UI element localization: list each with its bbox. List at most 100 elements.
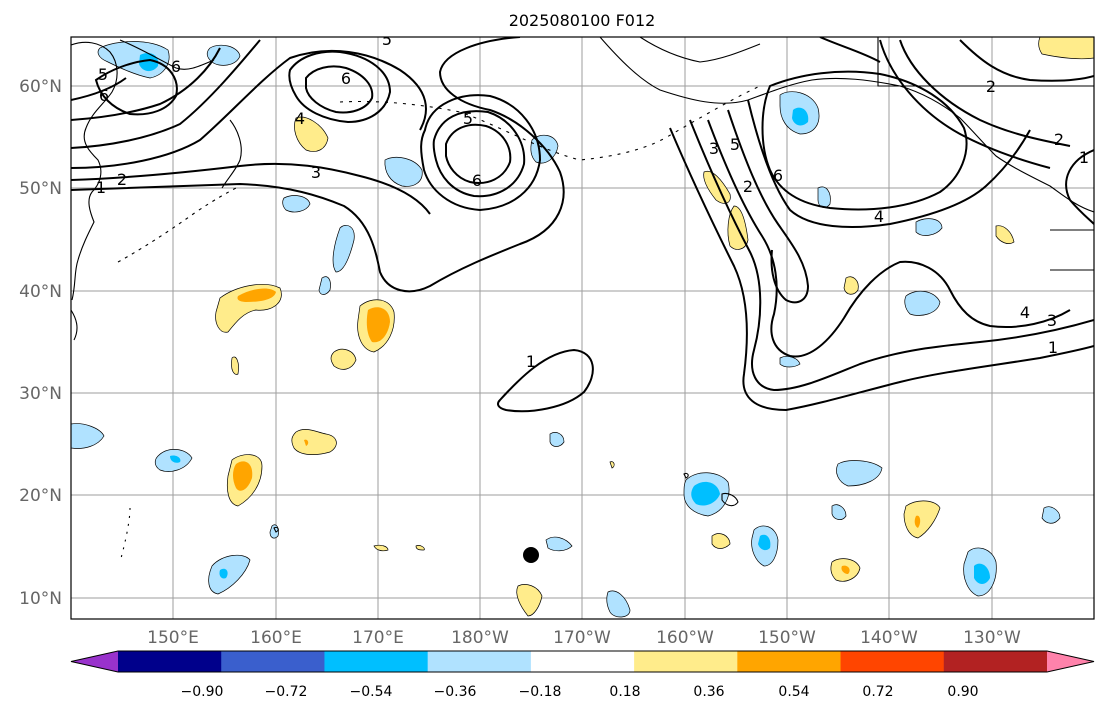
lat-tick-label: 40°N	[19, 282, 62, 302]
positive-anomaly-patch	[415, 545, 425, 551]
lon-tick-label: 140°W	[860, 628, 918, 648]
colorbar-segment	[118, 651, 222, 672]
lon-tick-label: 150°E	[147, 628, 199, 648]
negative-anomaly-patch	[606, 590, 631, 618]
contour-label: 3	[709, 139, 719, 158]
positive-anomaly-patch	[294, 116, 329, 152]
longitude-axis: 150°E 160°E 170°E 180°W 170°W 160°W 150°…	[147, 628, 1021, 648]
lon-tick-label: 150°W	[758, 628, 816, 648]
negative-anomaly-core	[139, 53, 159, 72]
negative-anomaly-patch	[1041, 506, 1061, 524]
contour-label: 2	[117, 170, 127, 189]
positive-anomaly-core	[237, 288, 276, 302]
contour-label: 5	[98, 65, 108, 84]
contour-label: 1	[526, 352, 536, 371]
lon-tick-label: 170°E	[352, 628, 404, 648]
positive-anomaly-core	[233, 461, 253, 491]
colorbar-tick-label: −0.54	[350, 684, 393, 700]
positive-anomaly-patch	[373, 544, 389, 552]
positive-anomaly-core	[366, 307, 390, 343]
negative-anomaly-patch	[915, 218, 943, 236]
map-content: 5 6 1 2 6 4 5 6 3 5 6 3 1 6 5 3 2 6 4 2 …	[71, 30, 1094, 619]
positive-anomaly-core	[841, 565, 850, 574]
colorbar-segment	[840, 651, 945, 672]
coastlines	[71, 37, 1094, 563]
negative-anomaly-core	[974, 563, 990, 584]
negative-anomaly-core	[792, 107, 809, 126]
contour-label: 3	[1047, 311, 1057, 330]
negative-anomaly-patch	[206, 44, 241, 66]
contour-label: 5	[463, 109, 473, 128]
colorbar-tick-label: −0.72	[265, 684, 308, 700]
contour-label: 5	[730, 135, 740, 154]
negative-anomaly-patch	[208, 554, 251, 595]
colorbar-segment	[427, 651, 532, 672]
colorbar-tick-label: −0.18	[519, 684, 562, 700]
contour-label: 2	[743, 177, 753, 196]
colorbar-segment	[634, 651, 738, 672]
contour-label: 6	[99, 86, 109, 105]
contour-label: 5	[382, 30, 392, 49]
negative-anomaly-patch	[384, 156, 423, 187]
negative-anomaly-patch	[71, 423, 105, 449]
contour-lines	[71, 37, 1094, 413]
colorbar-tick-label: 0.90	[947, 684, 978, 700]
negative-anomaly-patch	[318, 276, 331, 295]
negative-anomaly-patch	[779, 356, 801, 368]
colorbar-segment	[530, 651, 635, 672]
negative-anomaly-patch	[269, 524, 279, 539]
colorbar-segment	[737, 651, 842, 672]
lon-tick-label: 160°E	[250, 628, 302, 648]
map-title: 2025080100 F012	[509, 11, 656, 30]
colorbar-segment	[221, 651, 325, 672]
positive-anomaly-patch	[231, 356, 239, 375]
negative-anomaly-core	[170, 455, 181, 463]
positive-anomaly-patch	[711, 533, 731, 549]
colorbar-extend-high	[1047, 651, 1094, 672]
colorbar-tick-label: 0.36	[693, 684, 724, 700]
positive-anomaly-patch	[995, 225, 1015, 244]
negative-anomaly-patch	[545, 536, 573, 552]
contour-label: 2	[986, 77, 996, 96]
negative-anomaly-patch	[282, 195, 311, 213]
positive-anomaly-core	[304, 439, 309, 446]
positive-anomaly-patch	[516, 584, 543, 617]
lat-tick-label: 30°N	[19, 384, 62, 404]
colorbar-outline	[70, 650, 1095, 673]
colorbar-segment	[943, 651, 1048, 672]
positive-anomaly-patch	[291, 429, 337, 455]
lat-tick-label: 60°N	[19, 77, 62, 97]
contour-label: 2	[1054, 130, 1064, 149]
lat-tick-label: 50°N	[19, 179, 62, 199]
positive-anomaly-core	[914, 515, 921, 528]
negative-anomaly-patch	[817, 186, 831, 208]
contour-label: 4	[874, 207, 884, 226]
contour-label: 1	[1048, 338, 1058, 357]
colorbar-tick-label: −0.36	[434, 684, 477, 700]
negative-anomaly-patch	[831, 504, 847, 520]
positive-anomaly-patch	[843, 276, 859, 295]
contour-label: 3	[311, 163, 321, 182]
colorbar-tick-label: −0.90	[181, 684, 224, 700]
contour-label: 1	[96, 178, 106, 197]
negative-anomaly-patch	[836, 460, 883, 487]
contour-label: 4	[295, 109, 305, 128]
positive-anomaly-patch	[330, 348, 357, 370]
lon-tick-label: 170°W	[553, 628, 611, 648]
contour-label: 1	[1079, 148, 1089, 167]
positive-anomaly-patch	[903, 500, 941, 539]
negative-anomaly-patch	[332, 225, 355, 273]
contour-label: 6	[472, 171, 482, 190]
negative-anomaly-core	[758, 534, 771, 551]
contour-labels: 5 6 1 2 6 4 5 6 3 5 6 3 1 6 5 3 2 6 4 2 …	[96, 30, 1089, 371]
positive-anomaly-patch	[1038, 37, 1094, 60]
contour-label: 6	[341, 69, 351, 88]
lon-tick-label: 130°W	[963, 628, 1021, 648]
contour-label: 6	[773, 166, 783, 185]
negative-anomaly-patch	[549, 432, 565, 447]
colorbar-tick-label: 0.18	[609, 684, 640, 700]
colorbar-tick-label: 0.54	[778, 684, 809, 700]
map-frame	[70, 36, 1095, 620]
colorbar-tick-label: 0.72	[862, 684, 893, 700]
positive-anomaly-patch	[609, 461, 615, 469]
